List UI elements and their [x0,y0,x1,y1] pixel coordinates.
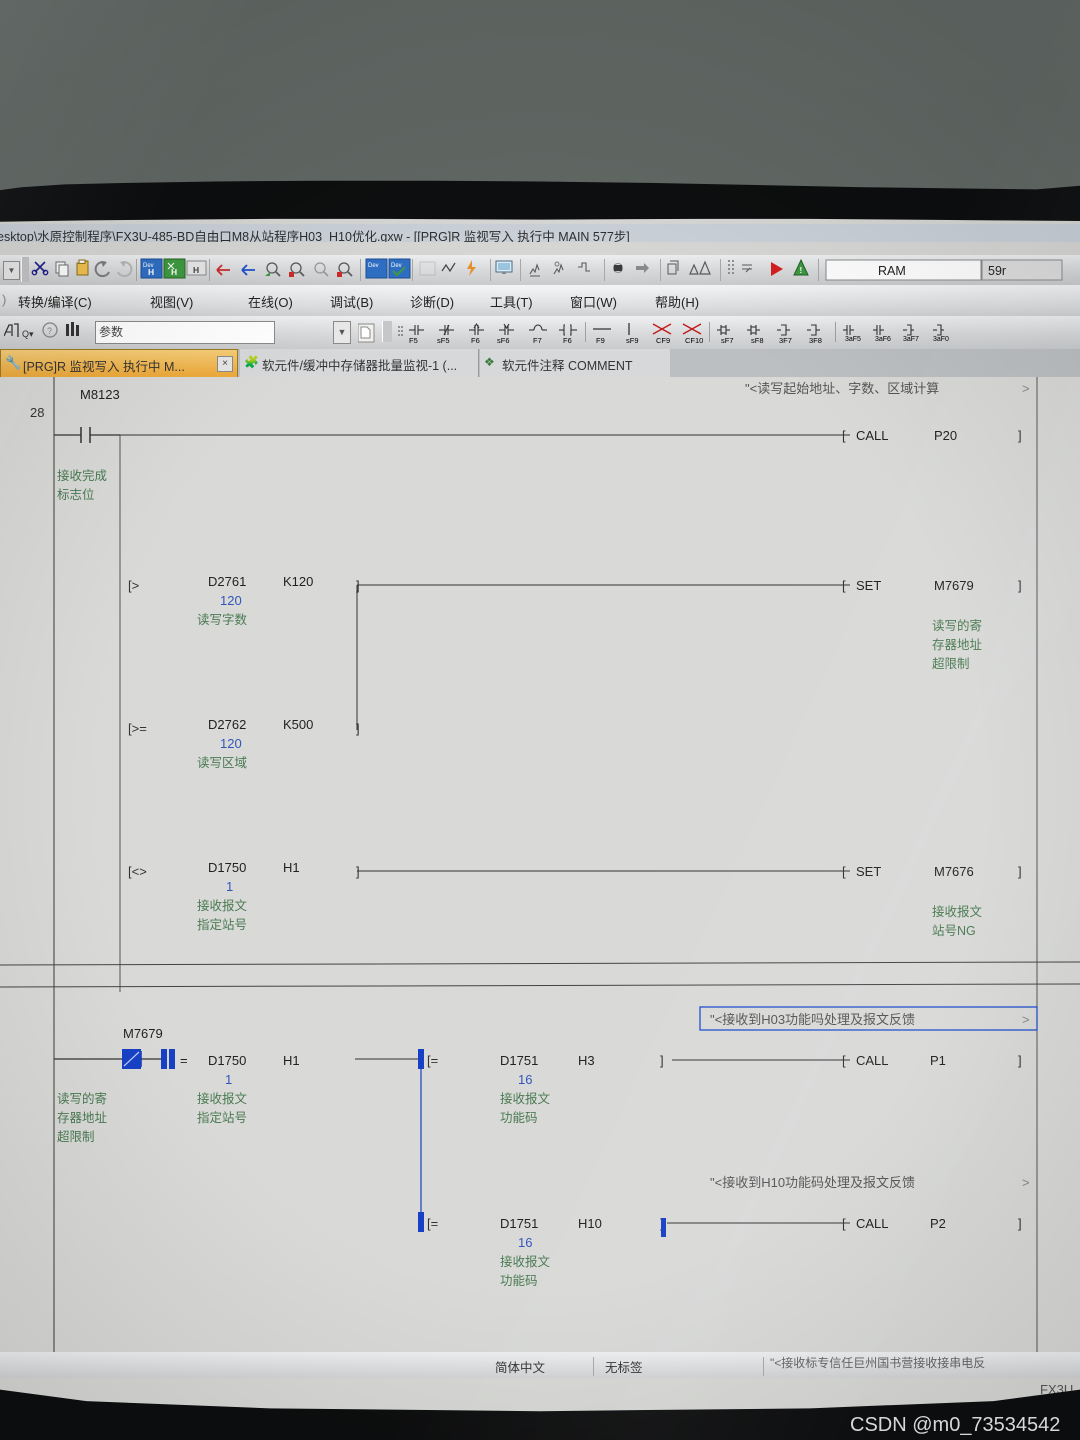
svg-text:1: 1 [226,879,233,894]
svg-text:D1750: D1750 [208,1053,246,1068]
svg-text:RAM: RAM [878,264,906,278]
svg-text:]: ] [1018,1053,1022,1068]
svg-text:读写的寄: 读写的寄 [932,618,982,633]
svg-text:指定站号: 指定站号 [197,1110,247,1125]
svg-text:D1750: D1750 [208,860,246,875]
svg-text:接收报文: 接收报文 [932,904,983,919]
svg-text:[<>: [<> [128,864,147,879]
svg-text:M7676: M7676 [934,864,974,879]
svg-text:超限制: 超限制 [57,1129,95,1144]
svg-text:存器地址: 存器地址 [932,638,983,652]
svg-text:[: [ [842,864,846,879]
svg-text:接收报文: 接收报文 [500,1091,551,1106]
svg-text:Q▾: Q▾ [22,329,34,339]
svg-text:120: 120 [220,736,242,751]
svg-text:16: 16 [518,1072,532,1087]
svg-text:Dev: Dev [368,263,379,269]
svg-text:接收完成: 接收完成 [57,468,107,483]
svg-text:]: ] [660,1053,664,1068]
svg-text:站号NG: 站号NG [932,924,976,938]
svg-text:读写的寄: 读写的寄 [57,1091,107,1106]
svg-text:超限制: 超限制 [932,656,970,671]
svg-text:]: ] [356,721,360,736]
svg-text:]: ] [1018,864,1022,879]
svg-text:D2762: D2762 [208,717,246,732]
svg-text:H3: H3 [578,1053,595,1068]
svg-text:[: [ [842,428,846,443]
svg-text:=: = [180,1053,188,1068]
svg-text:K500: K500 [283,717,313,732]
svg-text:H1: H1 [283,860,300,875]
svg-text:存器地址: 存器地址 [57,1111,108,1125]
svg-text:>: > [1022,381,1030,396]
svg-text:指定站号: 指定站号 [197,917,247,932]
svg-text:功能码: 功能码 [500,1274,538,1288]
svg-text:SET: SET [856,578,881,593]
svg-text:D1751: D1751 [500,1053,538,1068]
svg-text:[>: [> [128,578,139,593]
svg-text:[=: [= [427,1216,438,1231]
svg-text:功能码: 功能码 [500,1111,538,1125]
svg-text:H: H [148,267,154,277]
svg-text:读写字数: 读写字数 [197,612,248,627]
svg-text:M7679: M7679 [123,1026,163,1041]
svg-text:CALL: CALL [856,1053,889,1068]
svg-text:59r: 59r [988,264,1006,278]
svg-text:[>=: [>= [128,721,147,736]
svg-text:H1: H1 [283,1053,300,1068]
svg-text:CALL: CALL [856,1216,889,1231]
svg-text:H: H [193,265,199,275]
svg-text:]: ] [1018,1216,1022,1231]
svg-text:]: ] [1018,428,1022,443]
svg-text:CALL: CALL [856,428,889,443]
svg-text:M8123: M8123 [80,387,120,402]
svg-text:H10: H10 [578,1216,602,1231]
svg-text:P1: P1 [930,1053,946,1068]
svg-text:120: 120 [220,593,242,608]
svg-text:!: ! [800,266,803,275]
svg-text:1: 1 [225,1072,232,1087]
svg-text:D2761: D2761 [208,574,246,589]
svg-text:28: 28 [30,405,44,420]
svg-text:标志位: 标志位 [57,487,95,502]
svg-text:K120: K120 [283,574,313,589]
svg-text:[: [ [842,1216,846,1231]
svg-text:P2: P2 [930,1216,946,1231]
svg-text:?: ? [47,326,52,336]
svg-text:读写区域: 读写区域 [197,756,247,770]
svg-text:>: > [1022,1012,1030,1027]
svg-text:16: 16 [518,1235,532,1250]
svg-text:>: > [1022,1175,1030,1190]
svg-text:D1751: D1751 [500,1216,538,1231]
svg-text:M7679: M7679 [934,578,974,593]
svg-text:[: [ [842,578,846,593]
svg-text:"<读写起始地址、字数、区域计算: "<读写起始地址、字数、区域计算 [745,381,939,396]
svg-text:[=: [= [427,1053,438,1068]
svg-text:接收报文: 接收报文 [197,898,248,913]
svg-text:P20: P20 [934,428,957,443]
svg-text:"<接收到H03功能吗处理及报文反馈: "<接收到H03功能吗处理及报文反馈 [710,1012,915,1027]
svg-text:[: [ [842,1053,846,1068]
svg-text:Dev: Dev [391,263,402,269]
svg-text:SET: SET [856,864,881,879]
svg-text:接收报文: 接收报文 [500,1254,551,1269]
svg-text:]: ] [1018,578,1022,593]
svg-text:接收报文: 接收报文 [197,1091,248,1106]
svg-text:"<接收到H10功能码处理及报文反馈: "<接收到H10功能码处理及报文反馈 [710,1175,915,1190]
